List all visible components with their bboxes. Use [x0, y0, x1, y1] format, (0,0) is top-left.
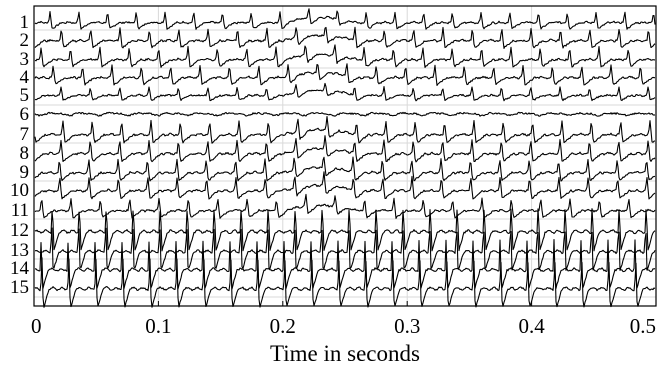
- trace-channel-11: [34, 193, 656, 219]
- trace-channel-7: [34, 116, 656, 144]
- channel-label-1: 1: [20, 12, 30, 33]
- channel-label-3: 3: [20, 49, 30, 70]
- plot-frame: [33, 5, 657, 307]
- channel-label-2: 2: [20, 30, 30, 51]
- trace-channel-4: [34, 63, 656, 87]
- channel-label-9: 9: [20, 162, 30, 183]
- trace-channel-1: [34, 8, 656, 30]
- x-tick-label: 0.3: [394, 314, 420, 338]
- trace-channel-6: [34, 111, 656, 117]
- trace-channel-9: [34, 156, 656, 182]
- x-axis-ticks: 0 0.1 0.2 0.3 0.4 0.5: [31, 301, 657, 338]
- x-tick-label: 0: [31, 314, 42, 338]
- channel-label-8: 8: [20, 143, 30, 164]
- channel-label-6: 6: [20, 104, 30, 125]
- trace-channel-12: [34, 208, 656, 252]
- x-tick-label: 0.5: [630, 314, 656, 338]
- x-axis-label: Time in seconds: [270, 341, 420, 366]
- channel-label-10: 10: [10, 180, 29, 201]
- trace-channel-5: [34, 82, 656, 102]
- channel-label-7: 7: [20, 124, 30, 145]
- channel-label-14: 14: [10, 258, 30, 279]
- trace-channel-2: [34, 26, 656, 49]
- traces-layer: [34, 8, 656, 308]
- trace-channel-10: [34, 171, 656, 200]
- channel-label-15: 15: [10, 277, 29, 298]
- channel-label-4: 4: [20, 67, 30, 88]
- trace-channel-8: [34, 135, 656, 163]
- trace-channel-3: [34, 44, 656, 68]
- channel-label-13: 13: [10, 240, 29, 261]
- x-tick-label: 0.2: [270, 314, 296, 338]
- x-tick-label: 0.4: [518, 314, 545, 338]
- channel-label-12: 12: [10, 220, 29, 241]
- trace-channel-13: [35, 227, 656, 271]
- trace-channel-15: [34, 257, 656, 308]
- x-tick-label: 0.1: [145, 314, 171, 338]
- grid-lines: [34, 6, 656, 306]
- trace-channel-14: [34, 238, 656, 290]
- channel-label-5: 5: [20, 85, 30, 106]
- channel-label-11: 11: [11, 200, 29, 221]
